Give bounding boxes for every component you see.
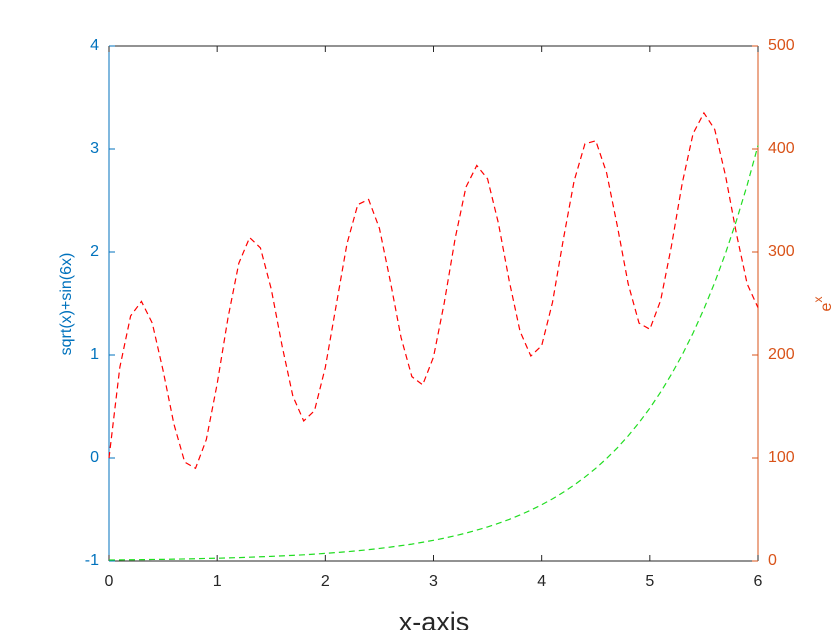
y-tick-label: 1 — [90, 346, 99, 363]
line-series — [108, 111, 759, 470]
x-tick-label: 4 — [537, 573, 546, 590]
y-tick-label: 0 — [90, 449, 99, 466]
y2-axis-label: ex — [811, 297, 835, 312]
y-tick-label: 3 — [90, 140, 99, 157]
x-tick-label: 2 — [321, 573, 330, 590]
x-tick-label: 1 — [213, 573, 222, 590]
y2-tick-label: 300 — [768, 243, 795, 260]
x-tick-label: 6 — [754, 573, 763, 590]
y-tick-label: -1 — [85, 552, 99, 569]
x-tick-label: 0 — [105, 573, 114, 590]
line-series — [108, 145, 759, 561]
y2-label-exponent: x — [811, 297, 825, 303]
y2-tick-label: 0 — [768, 552, 777, 569]
y2-tick-label: 100 — [768, 449, 795, 466]
y-axis-label: sqrt(x)+sin(6x) — [58, 253, 75, 356]
y2-tick-label: 400 — [768, 140, 795, 157]
y2-tick-label: 200 — [768, 346, 795, 363]
x-tick-label: 3 — [429, 573, 438, 590]
y-tick-label: 4 — [90, 37, 99, 54]
y-tick-label: 2 — [90, 243, 99, 260]
y2-tick-label: 500 — [768, 37, 795, 54]
y2-label-base: e — [818, 302, 835, 311]
x-tick-label: 5 — [645, 573, 654, 590]
x-axis-label: x-axis — [399, 607, 470, 630]
